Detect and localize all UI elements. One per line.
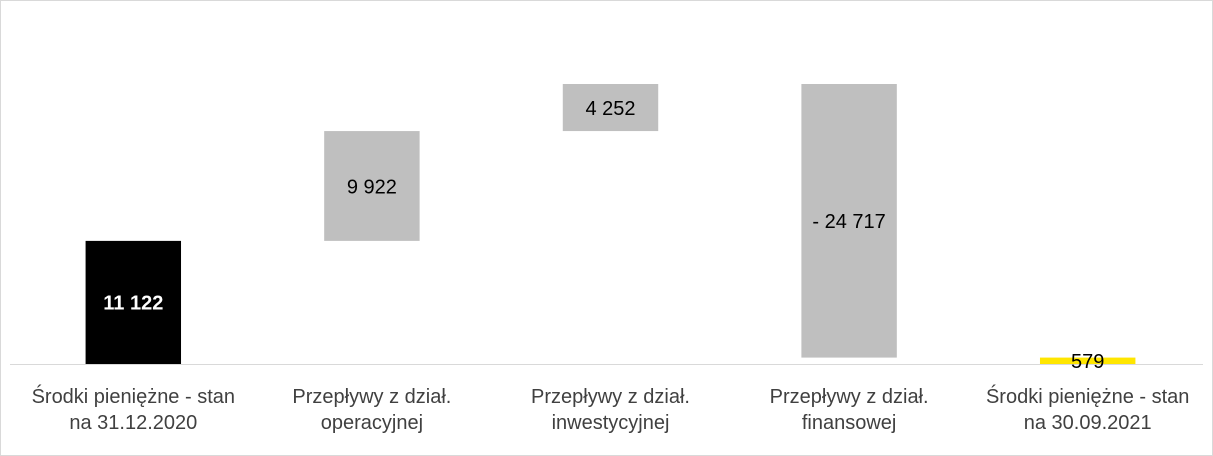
bar <box>324 131 420 241</box>
bar <box>801 84 897 358</box>
value-label: 9 922 <box>347 176 397 198</box>
value-label: 4 252 <box>585 98 635 120</box>
bar <box>562 84 659 132</box>
value-label: - 24 717 <box>812 211 885 233</box>
x-tick-label: Środki pieniężne - stan na 30.09.2021 <box>985 386 1190 434</box>
x-tick-label: Środki pieniężne - stan na 31.12.2020 <box>31 386 236 434</box>
value-label: 11 122 <box>103 293 163 315</box>
x-tick-label: Przepływy z dział. finansowej <box>769 386 929 434</box>
bar <box>85 240 182 364</box>
x-tick-label: Przepływy z dział. operacyjnej <box>292 386 452 434</box>
x-tick-label: Przepływy z dział. inwestycyjnej <box>531 386 690 434</box>
value-label: 579 <box>1071 351 1104 373</box>
bar <box>1039 357 1136 364</box>
